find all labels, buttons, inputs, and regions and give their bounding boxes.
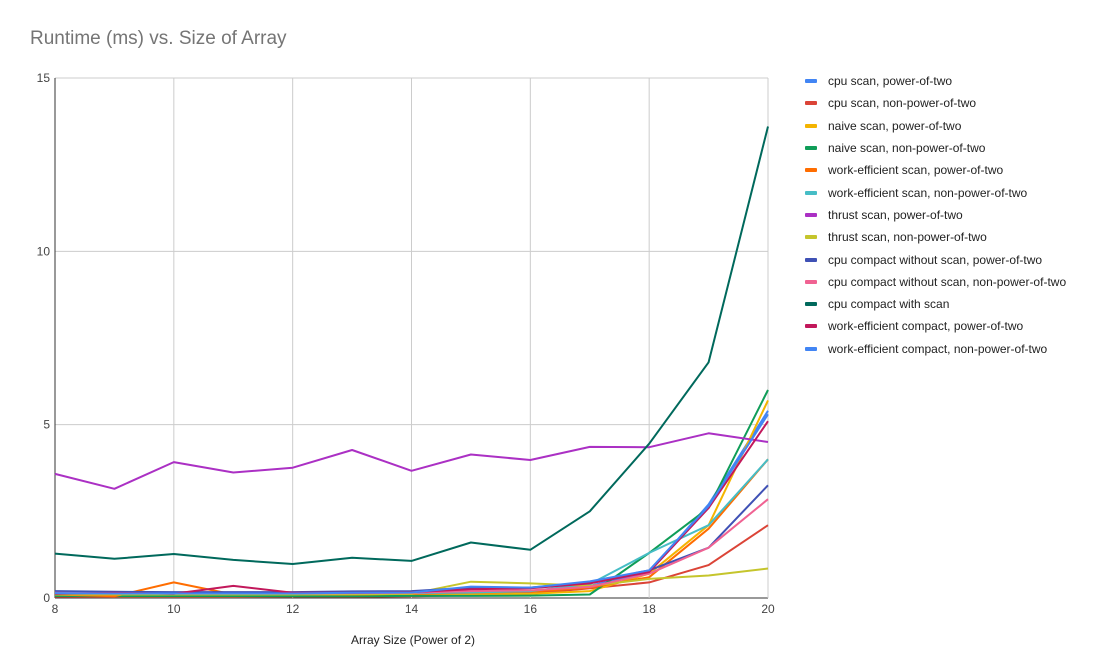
- y-tick-label: 0: [43, 591, 50, 605]
- legend: cpu scan, power-of-two cpu scan, non-powe…: [805, 70, 1066, 360]
- legend-swatch: [805, 190, 817, 195]
- legend-label: thrust scan, power-of-two: [828, 207, 963, 222]
- legend-item[interactable]: work-efficient scan, power-of-two: [805, 159, 1066, 181]
- legend-swatch: [805, 235, 817, 240]
- legend-label: work-efficient compact, power-of-two: [828, 319, 1024, 334]
- legend-swatch: [805, 146, 817, 151]
- tick-labels: 0 5 10 15 8 10 12 14 16 18 20: [37, 71, 775, 616]
- legend-label: thrust scan, non-power-of-two: [828, 230, 987, 245]
- legend-label: cpu compact with scan: [828, 297, 950, 312]
- x-tick-label: 8: [52, 602, 59, 616]
- legend-swatch: [805, 324, 817, 329]
- x-tick-label: 16: [524, 602, 538, 616]
- legend-label: work-efficient scan, power-of-two: [828, 163, 1004, 178]
- legend-item[interactable]: cpu scan, non-power-of-two: [805, 92, 1066, 114]
- series-line: [54, 126, 769, 565]
- legend-item[interactable]: cpu scan, power-of-two: [805, 70, 1066, 92]
- y-tick-label: 15: [37, 71, 51, 85]
- legend-swatch: [805, 79, 817, 84]
- x-axis-title: Array Size (Power of 2): [351, 633, 476, 647]
- series-lines: [54, 126, 769, 598]
- legend-item[interactable]: work-efficient compact, power-of-two: [805, 315, 1066, 337]
- series-line: [54, 413, 769, 595]
- x-tick-label: 20: [761, 602, 775, 616]
- legend-item[interactable]: cpu compact with scan: [805, 293, 1066, 315]
- gridlines: [54, 77, 769, 599]
- legend-item[interactable]: cpu compact without scan, power-of-two: [805, 248, 1066, 270]
- x-tick-label: 14: [405, 602, 419, 616]
- legend-swatch: [805, 101, 817, 106]
- legend-item[interactable]: naive scan, power-of-two: [805, 115, 1066, 137]
- legend-label: naive scan, power-of-two: [828, 118, 962, 133]
- legend-swatch: [805, 168, 817, 173]
- chart-title: Runtime (ms) vs. Size of Array: [30, 28, 287, 49]
- x-tick-label: 18: [642, 602, 656, 616]
- legend-swatch: [805, 302, 817, 307]
- legend-item[interactable]: thrust scan, power-of-two: [805, 204, 1066, 226]
- legend-item[interactable]: naive scan, non-power-of-two: [805, 137, 1066, 159]
- legend-item[interactable]: cpu compact without scan, non-power-of-t…: [805, 271, 1066, 293]
- legend-label: cpu scan, non-power-of-two: [828, 96, 977, 111]
- legend-label: work-efficient compact, non-power-of-two: [828, 341, 1048, 356]
- legend-swatch: [805, 346, 817, 351]
- legend-item[interactable]: work-efficient scan, non-power-of-two: [805, 181, 1066, 203]
- legend-label: naive scan, non-power-of-two: [828, 141, 986, 156]
- legend-item[interactable]: thrust scan, non-power-of-two: [805, 226, 1066, 248]
- legend-swatch: [805, 257, 817, 262]
- legend-swatch: [805, 212, 817, 217]
- y-tick-label: 10: [37, 244, 51, 258]
- x-tick-label: 10: [167, 602, 181, 616]
- legend-label: work-efficient scan, non-power-of-two: [828, 185, 1028, 200]
- series-line: [54, 432, 769, 490]
- legend-label: cpu scan, power-of-two: [828, 74, 953, 89]
- y-tick-label: 5: [43, 418, 50, 432]
- legend-label: cpu compact without scan, power-of-two: [828, 252, 1043, 267]
- x-tick-label: 12: [286, 602, 300, 616]
- legend-label: cpu compact without scan, non-power-of-t…: [828, 274, 1067, 289]
- legend-swatch: [805, 279, 817, 284]
- legend-swatch: [805, 123, 817, 128]
- legend-item[interactable]: work-efficient compact, non-power-of-two: [805, 338, 1066, 360]
